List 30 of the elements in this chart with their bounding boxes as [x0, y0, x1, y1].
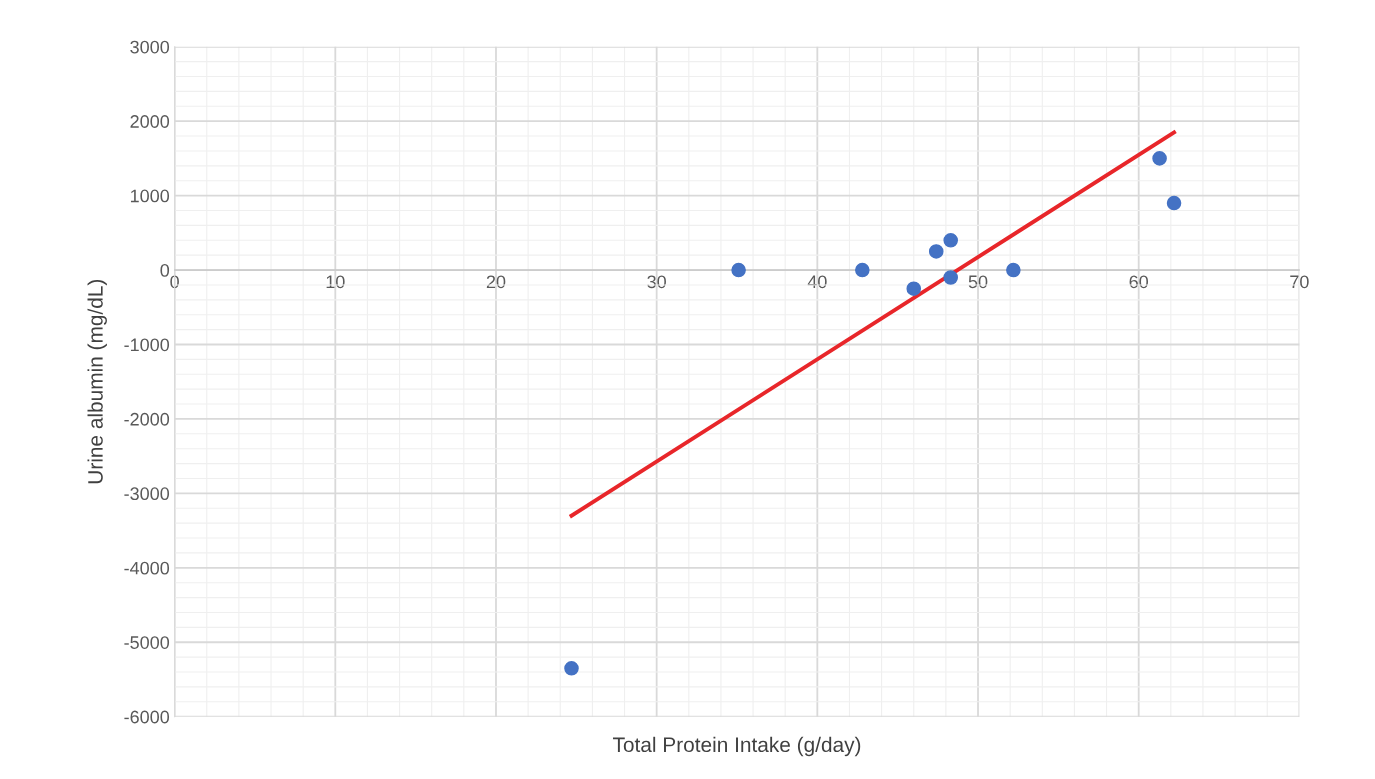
- point: [928, 244, 944, 259]
- x-tick-label: 20: [486, 275, 506, 289]
- x-tick-label: 70: [1290, 275, 1309, 289]
- point: [1006, 262, 1021, 278]
- x-tick-label: 0: [170, 275, 179, 289]
- y-tick-label: -4000: [124, 561, 170, 575]
- x-tick-label: 50: [968, 275, 988, 289]
- point: [731, 262, 746, 278]
- x-tick-label: 30: [647, 275, 666, 289]
- x-axis-title: Total Protein Intake (g/day): [613, 736, 861, 757]
- point: [564, 661, 579, 676]
- y-tick-label: 1000: [130, 189, 170, 203]
- y-tick-label: -6000: [124, 710, 170, 724]
- point: [1166, 195, 1182, 211]
- point: [855, 262, 870, 278]
- y-tick-label: -1000: [124, 338, 170, 352]
- x-tick-label: 10: [326, 275, 345, 289]
- x-tick-label: 40: [807, 275, 827, 289]
- point: [943, 232, 958, 248]
- point: [943, 270, 958, 285]
- point: [1152, 151, 1167, 166]
- y-tick-label: -2000: [124, 412, 170, 426]
- x-tick-label: 60: [1129, 275, 1149, 289]
- y-tick-label: 2000: [130, 115, 170, 128]
- y-tick-label: -5000: [124, 636, 170, 649]
- point: [906, 281, 922, 296]
- y-tick-label: -3000: [124, 487, 170, 501]
- y-axis-title: Urine albumin (mg/dL): [87, 279, 107, 484]
- y-tick-label: 0: [160, 263, 170, 277]
- y-tick-label: 3000: [130, 40, 170, 54]
